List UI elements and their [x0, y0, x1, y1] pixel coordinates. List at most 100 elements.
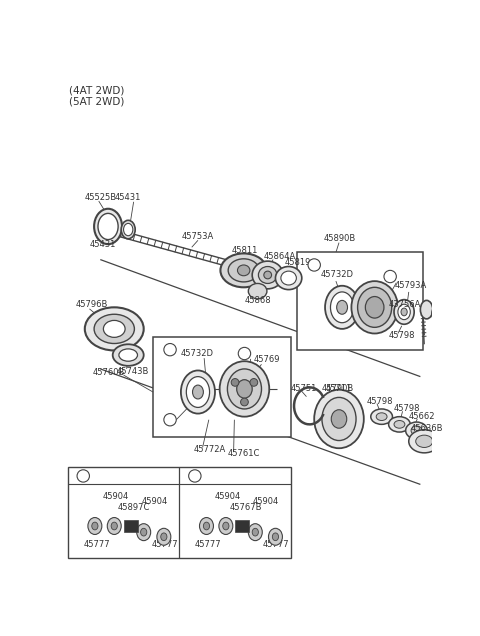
Ellipse shape [248, 284, 267, 299]
Ellipse shape [111, 522, 117, 530]
Ellipse shape [137, 523, 151, 541]
Ellipse shape [420, 300, 433, 319]
Circle shape [77, 470, 89, 482]
Text: 45904: 45904 [103, 492, 129, 501]
Ellipse shape [121, 220, 135, 238]
Ellipse shape [351, 281, 398, 333]
Text: 45777: 45777 [152, 540, 178, 549]
Text: 45798: 45798 [389, 331, 415, 340]
Text: 45868: 45868 [244, 296, 271, 305]
Ellipse shape [186, 377, 210, 408]
Ellipse shape [228, 259, 259, 282]
Bar [297, 252, 423, 350]
Text: 45743B: 45743B [117, 367, 149, 376]
Text: 45790B: 45790B [321, 384, 353, 392]
Bar [153, 336, 291, 437]
Text: 45798: 45798 [393, 404, 420, 413]
Ellipse shape [365, 296, 384, 318]
Text: 45431: 45431 [89, 240, 116, 249]
Ellipse shape [98, 214, 118, 240]
Text: 43756A: 43756A [389, 300, 421, 308]
Ellipse shape [325, 286, 359, 329]
Text: 45769: 45769 [254, 355, 280, 364]
Ellipse shape [192, 385, 204, 399]
Text: 45904: 45904 [253, 497, 279, 506]
Text: 45864A: 45864A [264, 252, 296, 261]
Text: 45777: 45777 [263, 540, 289, 549]
Ellipse shape [331, 410, 347, 428]
Circle shape [231, 378, 239, 386]
Ellipse shape [336, 300, 348, 314]
Text: b: b [242, 349, 247, 358]
Text: (5AT 2WD): (5AT 2WD) [69, 97, 125, 107]
Ellipse shape [314, 390, 364, 448]
Text: 45796B: 45796B [75, 300, 108, 308]
Text: 45819: 45819 [285, 258, 311, 267]
Text: 45777: 45777 [83, 540, 110, 549]
Ellipse shape [252, 261, 283, 289]
Text: 45798: 45798 [367, 397, 394, 406]
Text: 45767B: 45767B [230, 503, 262, 512]
Text: 45904: 45904 [142, 497, 168, 506]
Circle shape [189, 470, 201, 482]
Ellipse shape [88, 518, 102, 534]
Ellipse shape [85, 307, 144, 350]
Text: 45811: 45811 [232, 246, 258, 255]
Ellipse shape [123, 223, 133, 236]
Text: 45760B: 45760B [93, 368, 125, 377]
Text: a: a [312, 261, 317, 270]
Text: 45732D: 45732D [321, 270, 353, 279]
Ellipse shape [238, 265, 250, 276]
Circle shape [308, 259, 321, 271]
Text: 45525B: 45525B [85, 193, 117, 202]
Text: 45753A: 45753A [181, 232, 214, 241]
Ellipse shape [411, 426, 422, 435]
Ellipse shape [103, 321, 125, 337]
Ellipse shape [264, 271, 272, 279]
Ellipse shape [223, 522, 229, 530]
Text: (4AT 2WD): (4AT 2WD) [69, 85, 125, 95]
Ellipse shape [276, 266, 302, 289]
Text: 45904: 45904 [214, 492, 240, 501]
Ellipse shape [161, 533, 167, 541]
Text: 45636B: 45636B [410, 424, 443, 434]
Text: 45751: 45751 [290, 384, 316, 392]
Ellipse shape [141, 529, 147, 536]
Text: a: a [388, 272, 393, 281]
Ellipse shape [409, 430, 440, 453]
Ellipse shape [358, 287, 392, 328]
Ellipse shape [200, 518, 214, 534]
Ellipse shape [322, 398, 356, 441]
Ellipse shape [107, 518, 121, 534]
Circle shape [240, 398, 248, 406]
Ellipse shape [401, 308, 407, 316]
Circle shape [238, 347, 251, 360]
Ellipse shape [119, 349, 137, 361]
Text: b: b [168, 345, 172, 354]
Text: 45897C: 45897C [118, 503, 151, 512]
Ellipse shape [398, 304, 410, 320]
Ellipse shape [394, 300, 414, 324]
Ellipse shape [248, 523, 262, 541]
Ellipse shape [371, 409, 393, 424]
Text: 45772A: 45772A [193, 445, 226, 453]
Ellipse shape [219, 518, 233, 534]
Circle shape [384, 270, 396, 282]
Text: a: a [81, 471, 85, 480]
Ellipse shape [406, 422, 427, 439]
Ellipse shape [204, 522, 210, 530]
Ellipse shape [94, 314, 134, 343]
Ellipse shape [181, 370, 215, 413]
Ellipse shape [258, 266, 277, 284]
Ellipse shape [220, 361, 269, 417]
Ellipse shape [272, 533, 278, 541]
Ellipse shape [228, 369, 262, 409]
Text: b: b [168, 415, 172, 424]
Ellipse shape [252, 529, 258, 536]
Ellipse shape [376, 413, 387, 420]
Text: 45777: 45777 [195, 540, 221, 549]
Circle shape [164, 413, 176, 426]
Ellipse shape [113, 344, 144, 366]
Ellipse shape [220, 253, 267, 287]
Text: 45761C: 45761C [228, 449, 260, 458]
